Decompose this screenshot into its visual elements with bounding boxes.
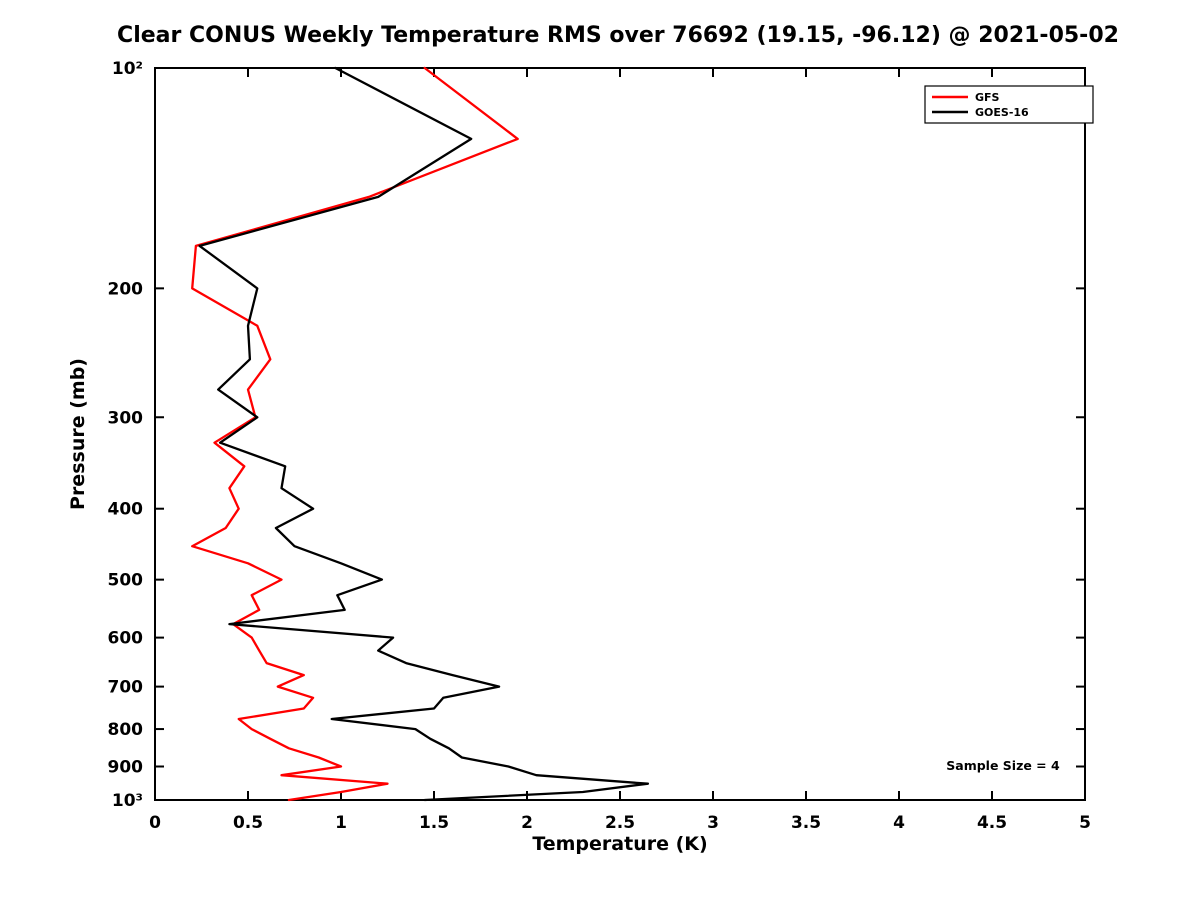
x-tick-label: 5 [1079,813,1091,833]
legend-label-gfs: GFS [975,91,1000,104]
x-tick-label: 0 [149,813,161,833]
x-tick-label: 4.5 [977,813,1007,833]
y-tick-label: 500 [108,571,144,591]
legend-box [924,85,1094,124]
y-tick-label: 800 [108,720,144,740]
x-tick-label: 4 [893,813,905,833]
y-tick-label: 10² [112,59,143,79]
axes-layer: 0 0.5 1 1.5 2 2.5 3 3.5 4 4.5 5 10² 200 300 400 500 600 7… [108,59,1091,833]
y-tick-label: 700 [108,678,144,698]
sample-size-annotation: Sample Size = 4 [946,758,1060,773]
gfs-line [191,66,519,802]
x-tick-label: 1 [335,813,347,833]
y-tick-label: 400 [108,500,144,520]
y-tick-label: 200 [108,279,144,299]
y-axis-label: Pressure (mb) [67,358,89,510]
series-layer [191,66,650,802]
legend-label-goes-16: GOES-16 [975,106,1029,119]
x-tick-label: 0.5 [233,813,263,833]
goes-16-line [198,66,650,802]
chart-title: Clear CONUS Weekly Temperature RMS over … [117,23,1119,48]
x-tick-label: 3.5 [791,813,821,833]
x-axis-label: Temperature (K) [532,833,707,855]
x-tick-label: 2 [521,813,533,833]
y-tick-label: 600 [108,629,144,649]
legend: GFS GOES-16 [924,85,1094,124]
y-tick-label: 900 [108,758,144,778]
x-tick-label: 1.5 [419,813,449,833]
y-tick-label: 300 [108,408,144,428]
plot-box [154,67,1086,801]
x-tick-label: 2.5 [605,813,635,833]
y-tick-label: 10³ [112,791,143,811]
x-tick-label: 3 [707,813,719,833]
